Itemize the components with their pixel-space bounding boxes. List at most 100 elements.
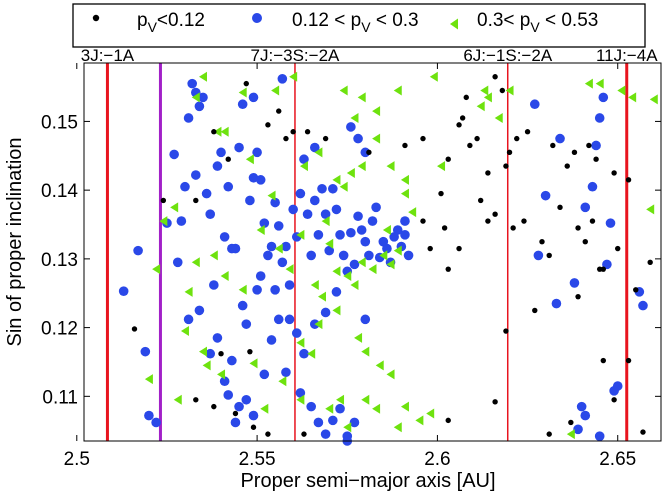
- point-high-albedo-68: [361, 346, 370, 357]
- point-high-albedo-49: [299, 161, 308, 172]
- point-low-albedo-34: [420, 218, 426, 224]
- point-low-albedo-6: [276, 108, 282, 114]
- point-low-albedo-28: [564, 163, 570, 169]
- point-mid-albedo-111: [255, 175, 266, 185]
- point-low-albedo-50: [427, 245, 433, 252]
- resonance-label-2: 7J:−3S:−2A: [251, 46, 341, 65]
- x-tick-label-0: 2.5: [64, 449, 90, 470]
- point-high-albedo-52: [386, 161, 395, 172]
- point-high-albedo-28: [310, 279, 319, 290]
- point-mid-albedo-38: [284, 280, 295, 290]
- point-high-albedo-43: [332, 174, 341, 185]
- point-high-albedo-77: [325, 403, 334, 414]
- point-mid-albedo-129: [612, 381, 623, 391]
- point-mid-albedo-44: [306, 250, 316, 261]
- point-high-albedo-41: [382, 225, 391, 236]
- point-low-albedo-71: [568, 419, 574, 426]
- point-high-albedo-54: [476, 101, 485, 112]
- point-high-albedo-69: [375, 360, 384, 371]
- point-low-albedo-16: [463, 94, 469, 101]
- point-high-albedo-1: [191, 92, 200, 103]
- point-low-albedo-32: [611, 170, 617, 176]
- point-high-albedo-22: [220, 271, 229, 282]
- point-high-albedo-50: [314, 147, 323, 158]
- point-low-albedo-20: [485, 170, 491, 176]
- point-mid-albedo-30: [255, 271, 266, 281]
- resonance-label-3: 6J:−1S:−2A: [463, 46, 553, 65]
- point-high-albedo-32: [343, 271, 352, 282]
- point-mid-albedo-36: [277, 257, 288, 268]
- point-low-albedo-14: [456, 122, 462, 128]
- point-mid-albedo-121: [580, 202, 591, 213]
- point-mid-albedo-39: [288, 204, 298, 215]
- point-mid-albedo-31: [259, 218, 270, 228]
- point-low-albedo-41: [539, 238, 545, 245]
- point-high-albedo-11: [480, 85, 489, 96]
- point-high-albedo-76: [426, 408, 435, 419]
- point-high-albedo-53: [400, 174, 409, 185]
- point-low-albedo-57: [633, 287, 639, 293]
- point-high-albedo-21: [209, 250, 218, 261]
- point-high-albedo-37: [386, 259, 395, 270]
- point-high-albedo-56: [494, 112, 503, 123]
- point-low-albedo-4: [283, 135, 289, 142]
- point-mid-albedo-117: [551, 298, 562, 309]
- point-low-albedo-10: [402, 142, 408, 149]
- point-mid-albedo-75: [346, 122, 356, 132]
- legend-marker-black-small-circle: [92, 14, 100, 22]
- point-low-albedo-44: [575, 225, 581, 231]
- point-mid-albedo-45: [310, 195, 320, 206]
- point-high-albedo-73: [393, 422, 402, 433]
- point-low-albedo-61: [247, 348, 253, 355]
- y-tick-label-2: 0.13: [41, 250, 78, 271]
- point-high-albedo-81: [260, 403, 269, 414]
- point-mid-albedo-28: [248, 172, 259, 183]
- point-high-albedo-40: [408, 207, 417, 218]
- point-low-albedo-27: [550, 142, 556, 149]
- point-high-albedo-61: [249, 358, 258, 369]
- point-high-albedo-16: [649, 94, 658, 105]
- point-low-albedo-30: [586, 142, 592, 149]
- point-mid-albedo-46: [313, 230, 324, 240]
- point-high-albedo-55: [483, 92, 492, 103]
- point-mid-albedo-33: [266, 241, 277, 252]
- point-mid-albedo-76: [353, 133, 363, 144]
- point-mid-albedo-34: [270, 197, 280, 208]
- point-mid-albedo-105: [270, 285, 280, 295]
- point-mid-albedo-132: [573, 424, 583, 435]
- y-tick-label-1: 0.12: [41, 319, 78, 340]
- point-mid-albedo-21: [223, 181, 234, 192]
- point-low-albedo-73: [625, 357, 632, 364]
- point-mid-albedo-15: [201, 188, 212, 199]
- point-high-albedo-63: [296, 337, 305, 348]
- point-high-albedo-7: [357, 92, 366, 103]
- point-mid-albedo-78: [183, 314, 194, 325]
- point-mid-albedo-94: [306, 401, 316, 412]
- point-high-albedo-62: [278, 376, 287, 387]
- point-low-albedo-62: [193, 397, 199, 403]
- point-mid-albedo-102: [331, 287, 342, 297]
- point-mid-albedo-85: [234, 401, 244, 412]
- point-high-albedo-48: [267, 190, 276, 201]
- point-high-albedo-57: [180, 326, 189, 337]
- point-high-albedo-70: [386, 369, 395, 380]
- point-low-albedo-24: [514, 135, 520, 142]
- point-mid-albedo-65: [382, 243, 392, 254]
- point-high-albedo-58: [199, 346, 208, 357]
- point-low-albedo-1: [225, 156, 231, 162]
- point-mid-albedo-90: [273, 314, 284, 325]
- point-low-albedo-33: [625, 177, 632, 183]
- y-tick-label-3: 0.14: [41, 181, 78, 202]
- point-mid-albedo-9: [180, 181, 190, 192]
- point-high-albedo-12: [505, 85, 514, 96]
- point-high-albedo-44: [339, 181, 348, 192]
- point-high-albedo-5: [289, 71, 298, 82]
- y-axis-label: Sin of proper inclination: [4, 137, 26, 346]
- point-mid-albedo-48: [320, 209, 331, 219]
- point-mid-albedo-3: [144, 410, 154, 421]
- point-mid-albedo-86: [241, 394, 252, 405]
- point-low-albedo-5: [290, 129, 296, 135]
- point-high-albedo-84: [566, 429, 575, 440]
- point-mid-albedo-119: [569, 278, 580, 288]
- point-mid-albedo-56: [349, 259, 360, 270]
